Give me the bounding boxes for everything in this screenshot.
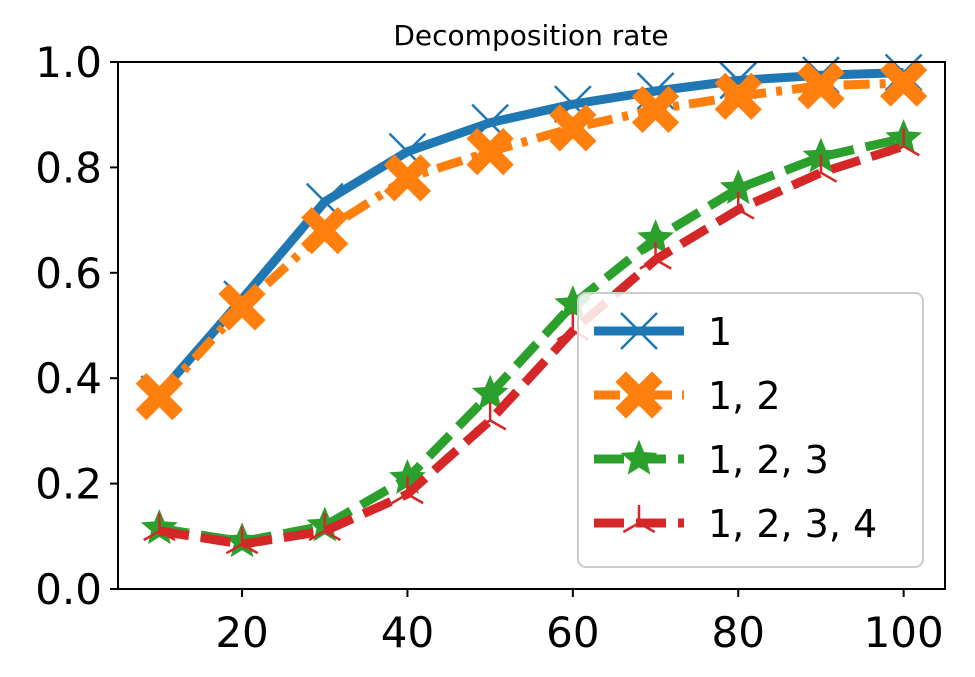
legend-label: 1, 2, 3 [708, 438, 829, 482]
legend-entry: 1, 2, 3 [594, 438, 829, 482]
y-tick-label: 0.2 [35, 460, 102, 509]
data-point [549, 104, 597, 152]
data-point [301, 207, 349, 255]
data-point [714, 72, 762, 120]
data-point [383, 154, 432, 202]
y-tick-label: 1.0 [35, 38, 102, 87]
legend-entry: 1 [594, 310, 732, 354]
series-4 [143, 128, 920, 555]
x-tick-label: 40 [381, 608, 434, 657]
chart-title: Decomposition rate [393, 19, 668, 52]
plot-area-frame [117, 61, 946, 590]
data-point [218, 283, 266, 331]
data-point [143, 513, 176, 542]
y-tick-label: 0.0 [35, 565, 102, 614]
data-point [880, 59, 928, 107]
axes-layer: 20 40 60 80 100 0.0 0.2 0.4 0.6 0.8 1.0 [35, 38, 944, 657]
series-layer [135, 53, 928, 558]
series-line-1 [155, 68, 904, 397]
legend-marker [620, 312, 658, 350]
series-2 [135, 59, 928, 421]
data-point [466, 127, 514, 176]
data-point [804, 154, 838, 183]
legend-label: 1, 2 [708, 374, 781, 418]
legend-box [577, 292, 924, 568]
series-line-2 [155, 78, 904, 400]
x-tick-label: 20 [215, 608, 268, 657]
legend-entry: 1, 2 [594, 371, 781, 419]
data-point [471, 374, 509, 410]
x-tick-label: 80 [712, 608, 765, 657]
data-point [135, 373, 183, 421]
x-tick-label: 100 [864, 608, 944, 657]
data-point [225, 526, 259, 555]
y-tick-label: 0.8 [35, 143, 102, 192]
data-point [631, 85, 680, 134]
legend-label: 1 [708, 310, 732, 354]
legend: 1 1, 2 1, 2, 3 1, 2, 3, 4 [577, 292, 924, 568]
data-point [308, 513, 342, 542]
series-line-4 [158, 142, 905, 549]
data-point [639, 241, 672, 270]
legend-label: 1, 2, 3, 4 [708, 502, 877, 546]
legend-entry: 1, 2, 3, 4 [594, 502, 877, 546]
y-tick-label: 0.4 [35, 354, 102, 403]
data-point [473, 402, 507, 431]
legend-marker [620, 439, 658, 475]
legend-marker [622, 505, 656, 534]
x-tick-label: 60 [546, 608, 599, 657]
data-point [721, 191, 755, 220]
data-point [391, 476, 424, 505]
data-point [887, 128, 920, 157]
y-tick-label: 0.6 [35, 249, 102, 298]
series-line-3 [158, 134, 905, 547]
legend-marker [615, 371, 663, 419]
data-point [797, 62, 845, 110]
